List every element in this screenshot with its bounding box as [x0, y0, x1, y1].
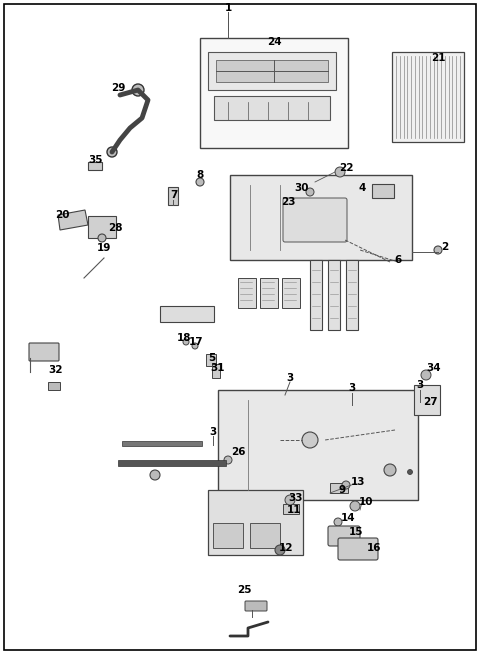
- Circle shape: [408, 470, 412, 475]
- Bar: [260, 278, 278, 308]
- Text: 1: 1: [224, 3, 232, 13]
- Circle shape: [196, 178, 204, 186]
- Bar: [214, 96, 330, 120]
- Bar: [206, 354, 216, 366]
- Text: 4: 4: [358, 183, 366, 193]
- Text: 23: 23: [281, 197, 295, 207]
- Bar: [392, 52, 464, 142]
- Text: 5: 5: [208, 353, 216, 363]
- Polygon shape: [58, 210, 88, 230]
- Circle shape: [306, 188, 314, 196]
- Bar: [230, 175, 412, 260]
- Bar: [238, 278, 256, 308]
- Text: 2: 2: [442, 242, 449, 252]
- Text: 18: 18: [177, 333, 191, 343]
- Text: 16: 16: [367, 543, 381, 553]
- Text: 22: 22: [339, 163, 353, 173]
- FancyBboxPatch shape: [338, 538, 378, 560]
- FancyBboxPatch shape: [283, 198, 347, 242]
- Circle shape: [107, 147, 117, 157]
- Text: 6: 6: [395, 255, 402, 265]
- Circle shape: [98, 234, 106, 242]
- Text: 33: 33: [289, 493, 303, 503]
- Text: 8: 8: [196, 170, 204, 180]
- Bar: [310, 260, 322, 330]
- Text: 19: 19: [97, 243, 111, 253]
- Text: 21: 21: [431, 53, 445, 63]
- Circle shape: [192, 343, 198, 349]
- Circle shape: [150, 470, 160, 480]
- Text: 32: 32: [49, 365, 63, 375]
- Bar: [346, 260, 358, 330]
- Circle shape: [334, 518, 342, 526]
- Text: 3: 3: [348, 383, 356, 393]
- Text: 29: 29: [111, 83, 125, 93]
- Circle shape: [350, 501, 360, 511]
- Circle shape: [434, 246, 442, 254]
- Circle shape: [183, 339, 189, 345]
- Bar: [250, 523, 280, 548]
- Text: 3: 3: [416, 380, 424, 390]
- FancyBboxPatch shape: [29, 343, 59, 361]
- Text: 35: 35: [89, 155, 103, 165]
- Text: 7: 7: [170, 190, 178, 200]
- Bar: [216, 60, 328, 82]
- Bar: [213, 523, 243, 548]
- Bar: [208, 52, 336, 90]
- Bar: [88, 162, 102, 170]
- Text: 31: 31: [211, 363, 225, 373]
- Bar: [118, 460, 226, 466]
- Bar: [168, 187, 178, 205]
- Text: 3: 3: [287, 373, 294, 383]
- Text: 9: 9: [338, 485, 346, 495]
- Text: 30: 30: [295, 183, 309, 193]
- Bar: [414, 385, 440, 415]
- Text: 12: 12: [279, 543, 293, 553]
- Text: 17: 17: [189, 337, 204, 347]
- Text: 34: 34: [427, 363, 441, 373]
- Bar: [208, 490, 303, 555]
- Text: 20: 20: [55, 210, 69, 220]
- Text: 24: 24: [267, 37, 281, 47]
- Text: 11: 11: [287, 505, 301, 515]
- Circle shape: [275, 545, 285, 555]
- Bar: [218, 390, 418, 500]
- Text: 14: 14: [341, 513, 355, 523]
- Text: 10: 10: [359, 497, 373, 507]
- Bar: [212, 364, 220, 378]
- Text: 26: 26: [231, 447, 245, 457]
- Bar: [330, 483, 348, 493]
- FancyBboxPatch shape: [328, 526, 360, 546]
- Text: 13: 13: [351, 477, 365, 487]
- Text: 28: 28: [108, 223, 122, 233]
- Text: 25: 25: [237, 585, 251, 595]
- Bar: [282, 278, 300, 308]
- Circle shape: [302, 432, 318, 448]
- Circle shape: [342, 481, 350, 489]
- Bar: [160, 306, 214, 322]
- Text: 15: 15: [349, 527, 363, 537]
- Circle shape: [335, 167, 345, 177]
- Circle shape: [224, 456, 232, 464]
- FancyBboxPatch shape: [245, 601, 267, 611]
- Text: 27: 27: [423, 397, 437, 407]
- Circle shape: [421, 370, 431, 380]
- Bar: [283, 504, 299, 514]
- Circle shape: [132, 84, 144, 96]
- Text: 3: 3: [209, 427, 216, 437]
- Bar: [88, 216, 116, 238]
- Circle shape: [285, 495, 295, 505]
- Bar: [200, 38, 348, 148]
- Circle shape: [384, 464, 396, 476]
- Bar: [328, 260, 340, 330]
- Bar: [122, 441, 202, 446]
- Bar: [48, 382, 60, 390]
- Bar: [372, 184, 394, 198]
